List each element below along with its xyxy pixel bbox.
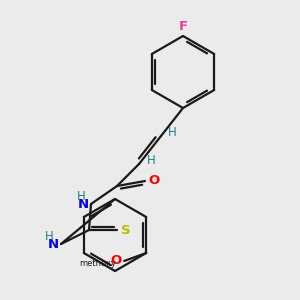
Text: F: F — [178, 20, 188, 34]
Text: H: H — [147, 154, 155, 166]
Text: S: S — [121, 224, 131, 236]
Text: N: N — [48, 238, 59, 250]
Text: O: O — [148, 175, 160, 188]
Text: H: H — [45, 230, 53, 242]
Text: N: N — [78, 199, 89, 212]
Text: H: H — [76, 190, 85, 203]
Text: methoxy: methoxy — [80, 259, 117, 268]
Text: O: O — [111, 254, 122, 268]
Text: H: H — [168, 127, 176, 140]
